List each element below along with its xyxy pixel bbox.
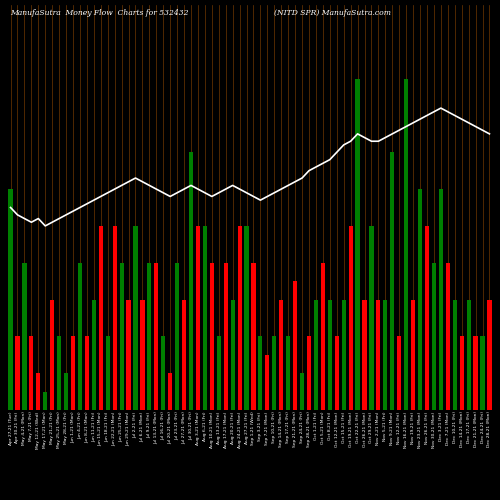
Bar: [106, 336, 110, 410]
Bar: [224, 262, 228, 410]
Bar: [50, 300, 54, 410]
Bar: [230, 300, 234, 410]
Bar: [71, 336, 75, 410]
Bar: [348, 226, 352, 410]
Bar: [154, 262, 158, 410]
Bar: [120, 262, 124, 410]
Bar: [258, 336, 262, 410]
Bar: [266, 355, 270, 410]
Bar: [314, 300, 318, 410]
Bar: [411, 300, 415, 410]
Bar: [78, 262, 82, 410]
Bar: [244, 226, 248, 410]
Bar: [57, 336, 61, 410]
Bar: [112, 226, 116, 410]
Bar: [175, 262, 179, 410]
Bar: [432, 262, 436, 410]
Bar: [480, 336, 484, 410]
Bar: [300, 373, 304, 410]
Text: (NITD SPR) ManufaSutra.com: (NITD SPR) ManufaSutra.com: [274, 9, 392, 17]
Bar: [148, 262, 152, 410]
Bar: [452, 300, 457, 410]
Bar: [425, 226, 429, 410]
Bar: [182, 300, 186, 410]
Bar: [168, 373, 172, 410]
Bar: [98, 226, 103, 410]
Bar: [466, 300, 470, 410]
Bar: [418, 189, 422, 410]
Bar: [328, 300, 332, 410]
Bar: [439, 189, 443, 410]
Bar: [356, 78, 360, 410]
Bar: [460, 336, 464, 410]
Bar: [43, 392, 48, 410]
Bar: [370, 226, 374, 410]
Bar: [16, 336, 20, 410]
Bar: [196, 226, 200, 410]
Bar: [22, 262, 26, 410]
Bar: [216, 336, 221, 410]
Bar: [307, 336, 311, 410]
Bar: [252, 262, 256, 410]
Bar: [279, 300, 283, 410]
Bar: [376, 300, 380, 410]
Bar: [140, 300, 144, 410]
Bar: [321, 262, 325, 410]
Text: ManufaSutra  Money Flow  Charts for 532432: ManufaSutra Money Flow Charts for 532432: [10, 9, 188, 17]
Bar: [488, 300, 492, 410]
Bar: [334, 336, 339, 410]
Bar: [64, 373, 68, 410]
Bar: [30, 336, 34, 410]
Bar: [210, 262, 214, 410]
Bar: [362, 300, 366, 410]
Bar: [404, 78, 408, 410]
Bar: [8, 189, 12, 410]
Bar: [342, 300, 346, 410]
Bar: [397, 336, 402, 410]
Bar: [238, 226, 242, 410]
Bar: [36, 373, 40, 410]
Bar: [161, 336, 166, 410]
Bar: [384, 300, 388, 410]
Bar: [203, 226, 207, 410]
Bar: [85, 336, 89, 410]
Bar: [126, 300, 130, 410]
Bar: [446, 262, 450, 410]
Bar: [390, 152, 394, 410]
Bar: [189, 152, 193, 410]
Bar: [92, 300, 96, 410]
Bar: [272, 336, 276, 410]
Bar: [134, 226, 138, 410]
Bar: [293, 281, 297, 410]
Bar: [474, 336, 478, 410]
Bar: [286, 336, 290, 410]
